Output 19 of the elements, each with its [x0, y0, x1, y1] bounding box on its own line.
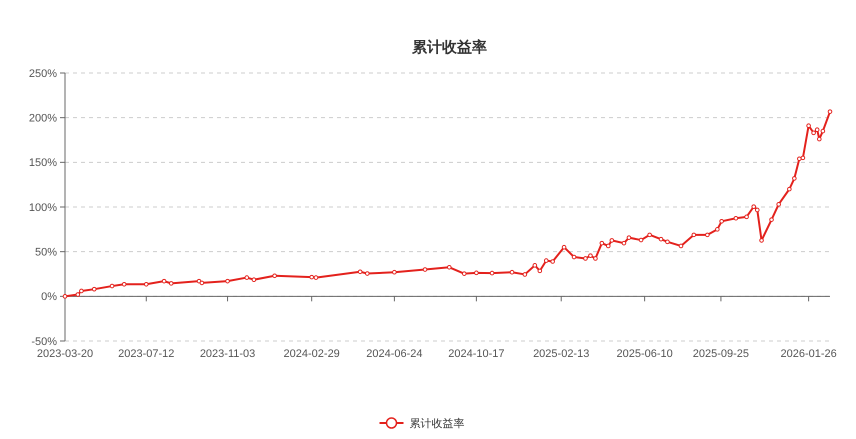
x-tick-label: 2024-02-29 [284, 348, 340, 360]
y-tick-label: 0% [41, 291, 58, 304]
legend-label: 累计收益率 [410, 416, 464, 430]
chart-title: 累计收益率 [411, 38, 487, 56]
y-tick-label: 250% [28, 68, 58, 80]
x-tick-label: 2025-06-10 [616, 348, 673, 360]
x-tick-label: 2024-10-17 [448, 348, 505, 360]
y-tick-label: 100% [28, 202, 58, 214]
x-tick-label: 2023-07-12 [118, 348, 174, 360]
x-tick-label: 2024-06-24 [366, 348, 423, 360]
y-tick-label: -50% [31, 336, 58, 348]
x-tick-label: 2023-03-20 [36, 348, 94, 360]
x-tick-label: 2023-11-03 [200, 348, 256, 360]
y-tick-label: 200% [28, 112, 58, 125]
x-tick-label: 2025-09-25 [692, 348, 750, 360]
x-tick-label: 2025-02-13 [533, 348, 590, 360]
y-tick-label: 150% [28, 157, 58, 170]
x-tick-label: 2026-01-26 [780, 348, 837, 360]
y-tick-label: 50% [34, 246, 58, 259]
